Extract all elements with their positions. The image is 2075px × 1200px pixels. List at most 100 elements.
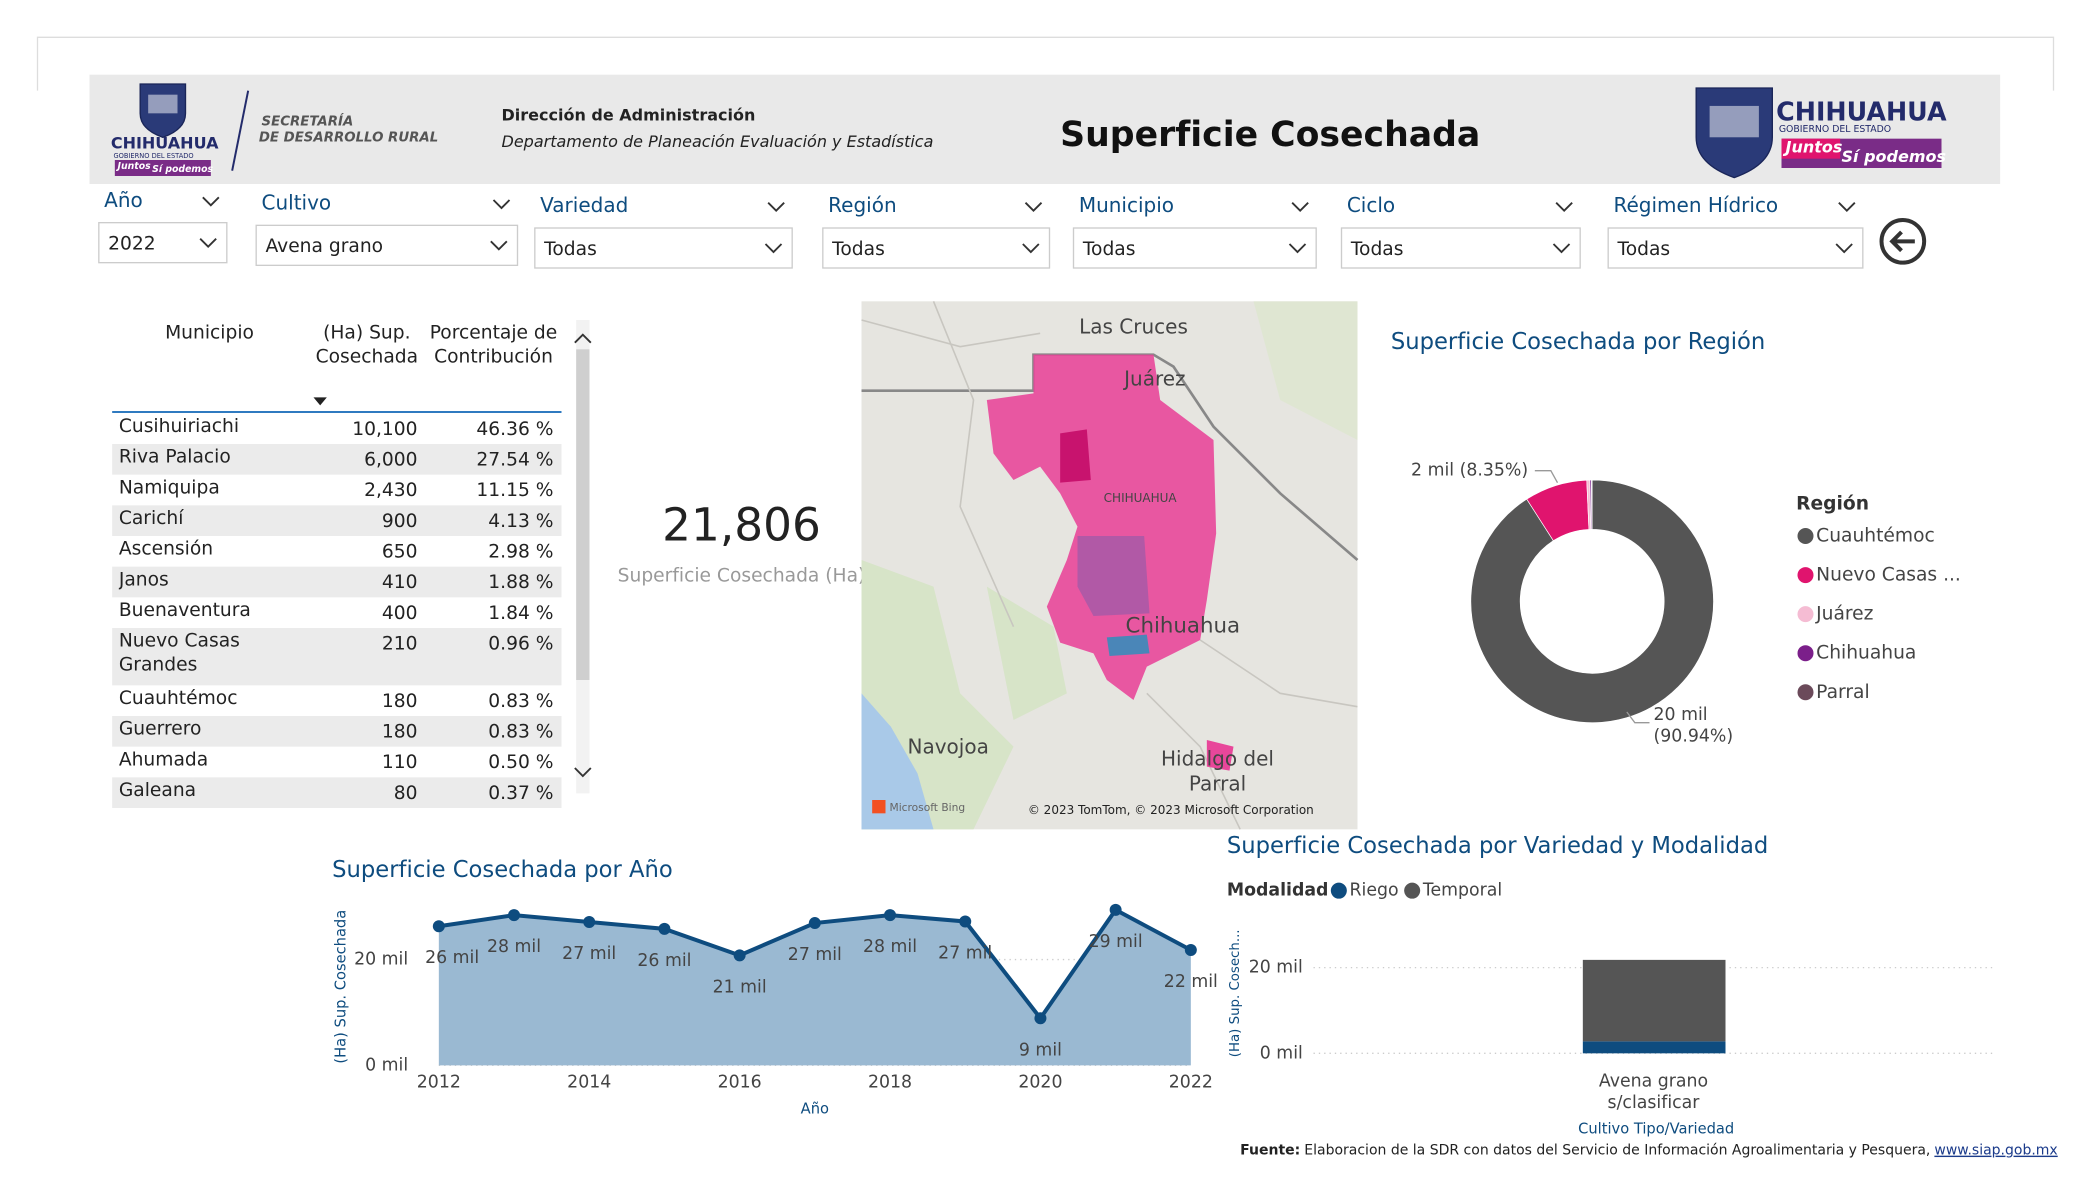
legend-label: Juárez [1815,604,1873,625]
legend-label: Nuevo Casas ... [1816,565,1961,586]
shield-detail [1709,105,1759,138]
point [733,949,746,962]
point [1034,1012,1047,1025]
scrollbar-thumb[interactable] [576,349,590,680]
point [1184,944,1197,957]
chevron[interactable] [492,199,511,210]
data-label: 20 mil (90.94%) [1653,705,1734,747]
chevron[interactable] [1288,243,1307,254]
table-cell: 2,430 [364,480,417,501]
filter-dropdown[interactable] [1607,227,1864,269]
table-cell: Namiquipa [118,477,220,499]
table-cell: Janos [118,569,169,591]
table-header: Municipio [165,322,254,344]
divider [231,90,250,171]
filter-value: Todas [1350,239,1404,260]
y-tick-label: 0 mil [1260,1043,1303,1063]
filter-dropdown[interactable] [98,222,228,264]
table-cell: Riva Palacio [118,446,231,468]
chevron[interactable] [1835,243,1853,254]
chevron[interactable] [1552,243,1571,254]
map-region [1077,536,1150,616]
x-tick-label: 2018 [868,1073,912,1093]
table-cell: 0.37 % [488,783,553,804]
legend-marker[interactable] [1797,528,1814,544]
donut-slice [1591,479,1593,530]
point [658,922,671,935]
chevron[interactable] [199,238,217,248]
table-cell: 0.83 % [488,722,553,743]
table-cell: 180 [382,691,418,712]
legend-marker[interactable] [1797,684,1814,701]
table-cell: Nuevo Casas Grandes [118,630,240,676]
legend-marker[interactable] [1797,645,1814,662]
chevron[interactable] [574,767,592,778]
kpi-label: Superficie Cosechada (Ha) [618,566,866,587]
point [432,920,445,933]
chevron[interactable] [1838,202,1856,212]
table-cell-box: Ahumada [119,749,208,770]
chevron[interactable] [202,196,220,207]
chevron[interactable] [1291,202,1309,212]
direction: Dirección de Administración [502,106,756,125]
chart-title: Superficie Cosechada por Año [332,857,673,883]
table-cell: Buenaventura [118,600,251,622]
data-label: 2 mil (8.35%) [1411,461,1528,481]
filter-dropdown[interactable] [1340,227,1581,269]
x-tick-label: 2014 [567,1073,611,1093]
table-cell: 4.13 % [488,511,553,532]
data-label: 28 mil [863,937,917,957]
back-arrow[interactable] [1889,230,1915,253]
legend-marker[interactable] [1797,567,1814,584]
footer: Fuente: Elaboracion de la SDR con datos d… [1240,1143,2058,1159]
footer-link[interactable]: www.siap.gob.mx [1934,1143,2057,1159]
bing-logo [872,800,886,814]
legend-label: Cuauhtémoc [1816,526,1935,547]
filter-dropdown[interactable] [1072,227,1317,269]
table-cell: Carichí [118,508,184,530]
map-terrain [986,586,1067,720]
table-cell: 180 [382,722,418,743]
chart-title: Superficie Cosechada por Variedad y Moda… [1227,833,1768,859]
chevron[interactable] [1022,243,1040,254]
map-region [1060,429,1091,483]
filter-dropdown[interactable] [534,227,793,269]
table-cell-box: Ascensión [119,539,213,560]
map-water [861,693,934,830]
bar-segment [1582,1041,1726,1054]
table-cell-box: Guerrero [119,719,202,740]
point [1109,903,1122,916]
legend-label: Chihuahua [1816,643,1916,664]
legend-marker[interactable] [1330,882,1347,899]
x-tick-label: 2012 [417,1073,461,1093]
logo-subtitle: GOBIERNO DEL ESTADO [1779,124,1891,135]
filter-dropdown[interactable] [255,224,519,266]
slogan-bg [114,160,211,176]
data-label: 9 mil [1019,1040,1062,1060]
department: Departamento de Planeación Evaluación y … [502,132,934,151]
y-tick-label: 0 mil [365,1055,408,1075]
chevron[interactable] [764,243,783,254]
chevron[interactable] [1024,202,1043,212]
table-row-bg [112,444,562,475]
chevron[interactable] [767,202,785,212]
chevron[interactable] [490,240,508,251]
y-tick-label: 20 mil [1249,958,1303,978]
legend-marker[interactable] [1797,606,1814,623]
chevron[interactable] [574,333,592,344]
legend-marker[interactable] [1404,882,1421,899]
map-label: Hidalgo del Parral [1161,746,1274,796]
table-cell-box: Cuauhtémoc [119,688,238,709]
map-road [861,301,1358,830]
table-cell: 10,100 [352,419,417,440]
filter-value: Todas [1082,239,1136,260]
data-label: 26 mil [425,948,479,968]
x-tick-label: Avena grano s/clasificar [1598,1072,1709,1114]
table-cell-box: Buenaventura [118,600,251,622]
filter-dropdown[interactable] [822,227,1051,269]
chevron[interactable] [1555,202,1573,212]
area [438,909,1191,1066]
sort-indicator[interactable] [313,397,327,406]
